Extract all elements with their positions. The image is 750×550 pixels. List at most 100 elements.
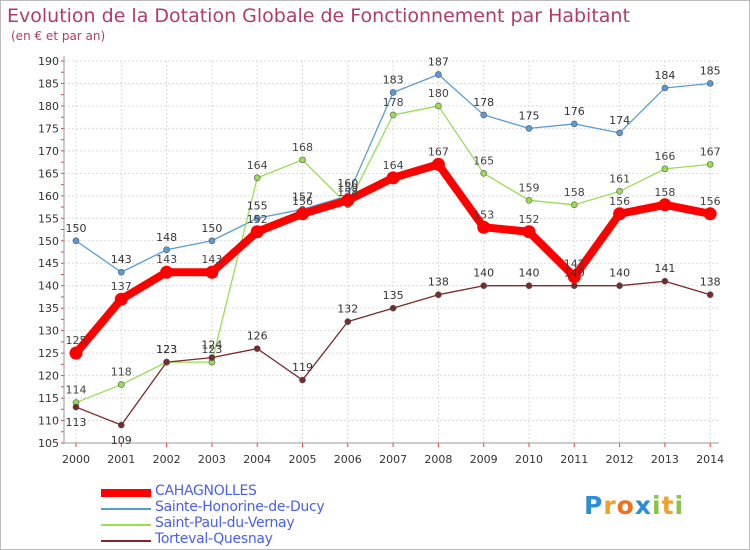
data-label: 156: [292, 195, 313, 208]
data-label: 114: [66, 384, 87, 397]
data-point: [118, 381, 125, 388]
y-tick-label: 110: [38, 415, 59, 428]
data-label: 176: [564, 105, 585, 118]
data-point: [661, 84, 669, 92]
data-label: 166: [654, 150, 675, 163]
data-point: [386, 171, 400, 185]
data-point: [253, 345, 261, 352]
data-point: [208, 354, 216, 361]
data-label: 167: [700, 145, 721, 158]
legend-label: CAHAGNOLLES: [155, 483, 257, 499]
axis-layer: 105 110 115 120 125 130 135 140 145 150 155 160 165 1…: [38, 55, 724, 466]
data-point: [250, 225, 264, 239]
y-tick-label: 190: [38, 55, 59, 68]
data-point: [118, 268, 125, 276]
data-label: 159: [519, 181, 540, 194]
data-label: 184: [654, 69, 675, 82]
data-label: 167: [428, 145, 449, 158]
data-point: [706, 80, 714, 87]
data-label: 148: [156, 231, 177, 244]
data-point: [435, 102, 442, 110]
data-label: 118: [111, 366, 132, 379]
y-tick-label: 160: [38, 190, 59, 203]
data-point: [480, 170, 488, 177]
data-point: [114, 292, 128, 306]
x-tick-label: 2011: [560, 453, 588, 466]
y-tick-label: 145: [38, 257, 59, 270]
logo-letter: t: [661, 491, 675, 520]
data-label: 123: [201, 343, 222, 356]
data-point: [435, 291, 442, 298]
x-tick-label: 2013: [651, 453, 679, 466]
chart-title: Evolution de la Dotation Globale de Fonc…: [7, 5, 630, 27]
data-label: 143: [156, 253, 177, 266]
data-label: 143: [201, 253, 222, 266]
data-point: [389, 111, 397, 119]
data-label: 125: [66, 334, 87, 347]
data-point: [160, 265, 174, 279]
y-tick-label: 170: [38, 145, 59, 158]
data-point: [72, 237, 80, 245]
y-tick-label: 175: [38, 122, 59, 135]
data-point: [389, 304, 397, 312]
data-point: [69, 346, 83, 360]
y-tick-label: 165: [38, 167, 59, 180]
data-label: 183: [383, 73, 404, 86]
y-tick-label: 140: [38, 280, 59, 293]
data-label: 142: [564, 258, 585, 271]
data-point: [567, 270, 581, 284]
data-point: [299, 376, 306, 384]
data-label: 155: [247, 199, 268, 212]
data-point: [341, 193, 355, 207]
data-label: 180: [428, 87, 449, 100]
data-point: [570, 282, 578, 290]
data-label: 185: [700, 64, 721, 77]
data-label: 132: [337, 303, 358, 316]
y-tick-label: 180: [38, 100, 59, 113]
data-label: 123: [156, 343, 177, 356]
data-label: 124: [201, 339, 222, 352]
logo-letter: r: [603, 491, 617, 520]
data-label: 178: [473, 96, 494, 109]
data-point: [389, 89, 397, 96]
x-tick-label: 2004: [243, 453, 271, 466]
data-point: [477, 220, 491, 234]
y-tick-label: 185: [38, 77, 59, 90]
y-tick-label: 105: [38, 437, 59, 450]
data-point: [525, 197, 533, 204]
logo-letter: o: [616, 491, 635, 520]
x-tick-label: 2008: [424, 453, 452, 466]
legend-swatch: [101, 508, 151, 510]
x-tick-label: 2009: [470, 453, 498, 466]
data-label: 158: [337, 186, 358, 199]
data-point: [525, 125, 533, 132]
data-label: 113: [66, 416, 87, 429]
data-point: [613, 207, 627, 221]
data-point: [163, 358, 170, 366]
data-point: [480, 282, 488, 290]
data-point: [205, 265, 219, 279]
data-label: 156: [700, 195, 721, 208]
data-label: 123: [156, 343, 177, 356]
data-label: 140: [519, 267, 540, 280]
data-label: 153: [473, 208, 494, 221]
x-tick-label: 2012: [606, 453, 634, 466]
data-point: [616, 282, 623, 290]
y-tick-label: 130: [38, 325, 59, 338]
data-label: 161: [609, 172, 630, 185]
data-label: 140: [609, 267, 630, 280]
x-tick-label: 2005: [289, 453, 317, 466]
x-tick-label: 2010: [515, 453, 543, 466]
data-label: 143: [111, 253, 132, 266]
data-label: 165: [473, 154, 494, 167]
data-point: [658, 198, 672, 212]
y-tick-label: 120: [38, 370, 59, 383]
data-label: 150: [201, 222, 222, 235]
data-label: 156: [609, 195, 630, 208]
x-tick-label: 2014: [696, 453, 724, 466]
data-label: 159: [337, 181, 358, 194]
x-tick-label: 2007: [379, 453, 407, 466]
data-label: 160: [337, 177, 358, 190]
data-label: 119: [292, 361, 313, 374]
